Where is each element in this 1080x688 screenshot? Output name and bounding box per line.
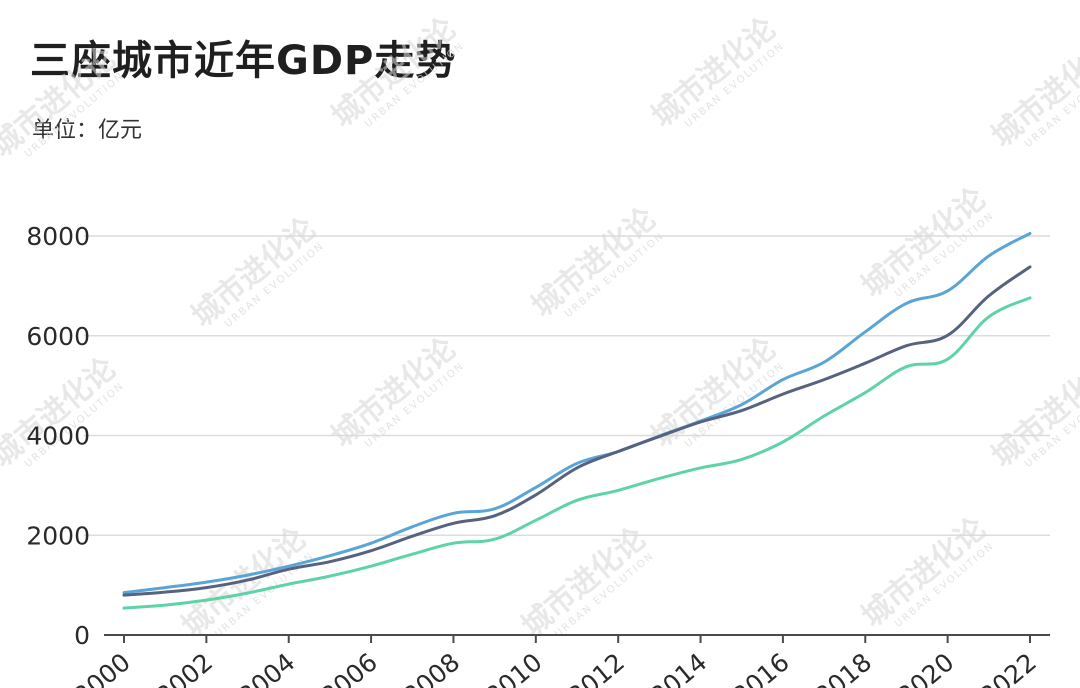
y-tick-label: 2000: [26, 521, 90, 550]
watermark-text: 城市进化论: [855, 510, 993, 634]
watermark-text: 城市进化论: [185, 210, 323, 334]
x-tick-label: 2008: [398, 647, 465, 688]
y-tick-label: 8000: [26, 222, 90, 251]
y-tick-label: 6000: [26, 322, 90, 351]
x-tick-label: 2020: [892, 647, 959, 688]
watermark-text: 城市进化论: [325, 10, 463, 134]
y-tick-label: 0: [74, 621, 90, 650]
x-tick-label: 2006: [316, 647, 383, 688]
chart-unit-label: 单位：亿元: [32, 118, 143, 143]
series-line-1: [122, 232, 1032, 595]
watermark-text: 城市进化论: [0, 350, 123, 474]
watermark-text: 城市进化论: [855, 180, 993, 304]
x-tick-label: 2012: [563, 647, 630, 688]
x-tick-label: 2022: [974, 647, 1041, 688]
watermark-text: 城市进化论: [515, 520, 653, 644]
x-tick-label: 2010: [480, 647, 547, 688]
watermark-text: 城市进化论: [0, 40, 123, 164]
x-tick-label: 2000: [68, 647, 135, 688]
series-lines: [122, 232, 1032, 610]
x-tick-label: 2016: [727, 647, 794, 688]
series-line-3: [122, 296, 1032, 610]
gridlines: [84, 235, 1050, 536]
x-tick-label: 2018: [810, 647, 877, 688]
chart-title: 三座城市近年GDP走势: [30, 38, 457, 84]
y-tick-label: 4000: [26, 422, 90, 451]
x-tick-label: 2014: [645, 647, 712, 688]
x-tick-label: 2004: [233, 647, 300, 688]
watermark-text: 城市进化论: [645, 10, 783, 134]
watermark-text: 城市进化论: [525, 200, 663, 324]
series-line-2: [122, 265, 1032, 597]
x-tick-label: 2002: [151, 647, 218, 688]
